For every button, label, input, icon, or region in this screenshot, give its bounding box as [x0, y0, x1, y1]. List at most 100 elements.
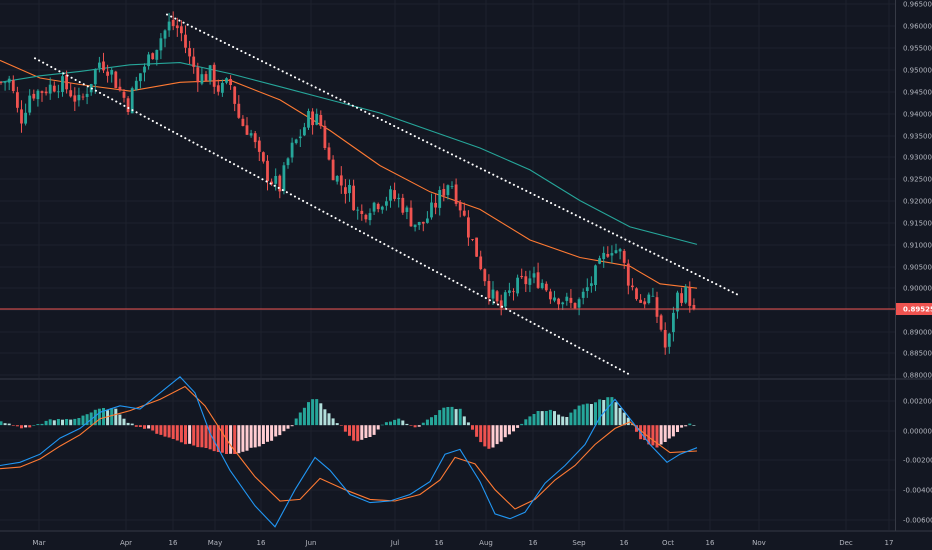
macd-histogram-bar	[134, 425, 138, 427]
macd-histogram-bar	[32, 425, 36, 426]
candle-body	[139, 73, 142, 82]
macd-histogram-bar	[97, 408, 101, 426]
macd-histogram-bar	[630, 424, 634, 426]
candle-body	[122, 91, 126, 98]
candle-body	[622, 250, 626, 263]
macd-histogram-bar	[73, 418, 77, 426]
candle-body	[581, 291, 585, 298]
candle-body	[270, 181, 273, 185]
candle-body	[479, 256, 483, 270]
candle-body	[503, 292, 507, 307]
time-tick-label: Dec	[839, 539, 853, 547]
price-tick-label: 0.95500	[903, 45, 932, 53]
candle-body	[24, 112, 27, 124]
macd-histogram-bar	[356, 425, 360, 442]
macd-histogram-bar	[114, 408, 118, 426]
macd-histogram-bar	[548, 409, 552, 426]
macd-histogram-bar	[520, 423, 524, 426]
candle-body	[253, 133, 257, 143]
macd-histogram-bar	[671, 425, 675, 437]
macd-histogram-bar	[290, 425, 294, 427]
candle-body	[32, 93, 36, 99]
candle-body	[0, 82, 3, 83]
macd-histogram-bar	[40, 423, 44, 426]
candle-body	[278, 175, 282, 192]
macd-histogram-bar	[372, 425, 376, 435]
candle-body	[290, 142, 294, 158]
channel-trendline	[166, 13, 739, 296]
candle-body	[327, 147, 331, 160]
candle-body	[516, 277, 519, 294]
macd-tick-label: -0.00400	[903, 487, 932, 495]
macd-histogram-bar	[389, 421, 392, 426]
macd-histogram-bar	[175, 425, 179, 441]
macd-histogram-bar	[598, 399, 602, 426]
candle-body	[48, 84, 52, 94]
macd-histogram-bar	[319, 403, 323, 426]
candle-body	[467, 217, 470, 238]
macd-histogram-bar	[245, 425, 249, 451]
macd-histogram-bar	[77, 418, 81, 426]
macd-histogram-bar	[528, 416, 532, 426]
candle-body	[200, 74, 204, 84]
candle-body	[434, 202, 437, 208]
macd-histogram-bar	[302, 407, 306, 426]
macd-histogram-bar	[352, 425, 356, 441]
candle-body	[147, 54, 150, 67]
candle-body	[319, 115, 323, 126]
macd-histogram-bar	[118, 414, 122, 426]
candle-body	[557, 298, 560, 305]
moving-average-line	[0, 62, 698, 245]
macd-histogram-bar	[430, 417, 433, 426]
candle-body	[553, 297, 556, 301]
macd-histogram-bar	[339, 425, 343, 426]
price-tick-label: 0.96500	[903, 1, 932, 9]
candle-body	[663, 330, 667, 348]
macd-histogram-bar	[540, 411, 544, 426]
candle-body	[626, 263, 630, 286]
candle-body	[61, 76, 64, 92]
channel-trendline	[34, 57, 633, 377]
candle-body	[143, 66, 146, 73]
candle-body	[294, 139, 298, 144]
macd-histogram-bar	[503, 425, 507, 438]
macd-histogram-bar	[655, 425, 659, 448]
macd-histogram-bar	[450, 406, 454, 426]
macd-histogram-bar	[360, 425, 364, 440]
candle-body	[106, 71, 109, 76]
time-tick-label: Sep	[572, 539, 586, 547]
price-tick-label: 0.93500	[903, 133, 932, 141]
candle-body	[573, 303, 577, 309]
macd-histogram-bar	[24, 425, 28, 428]
candle-body	[536, 272, 540, 288]
candle-body	[225, 78, 228, 83]
macd-histogram-bar	[220, 425, 224, 453]
candle-body	[426, 218, 429, 223]
candle-body	[175, 25, 179, 29]
macd-histogram-bar	[159, 425, 163, 435]
candle-body	[16, 92, 19, 108]
macd-histogram-bar	[204, 425, 208, 448]
macd-histogram-bar	[81, 415, 85, 426]
candle-body	[475, 237, 478, 257]
price-tick-label: 0.90500	[903, 264, 932, 272]
macd-histogram-bar	[122, 418, 126, 426]
moving-average-line	[0, 59, 698, 289]
time-tick-label: Apr	[120, 539, 132, 547]
macd-histogram-bar	[48, 419, 52, 426]
candle-body	[397, 197, 401, 200]
candle-body	[372, 202, 376, 212]
macd-histogram-bar	[589, 404, 593, 426]
price-tick-label: 0.92500	[903, 176, 932, 184]
candle-body	[85, 93, 89, 97]
macd-histogram-bar	[663, 425, 667, 442]
macd-histogram-bar	[208, 425, 212, 450]
candle-body	[282, 165, 286, 191]
candle-body	[303, 127, 306, 136]
candle-body	[216, 85, 220, 92]
candle-body	[262, 152, 265, 162]
macd-histogram-bar	[28, 425, 32, 428]
macd-histogram-bar	[434, 415, 438, 426]
macd-histogram-bar	[188, 425, 192, 444]
macd-histogram-bar	[397, 418, 401, 426]
